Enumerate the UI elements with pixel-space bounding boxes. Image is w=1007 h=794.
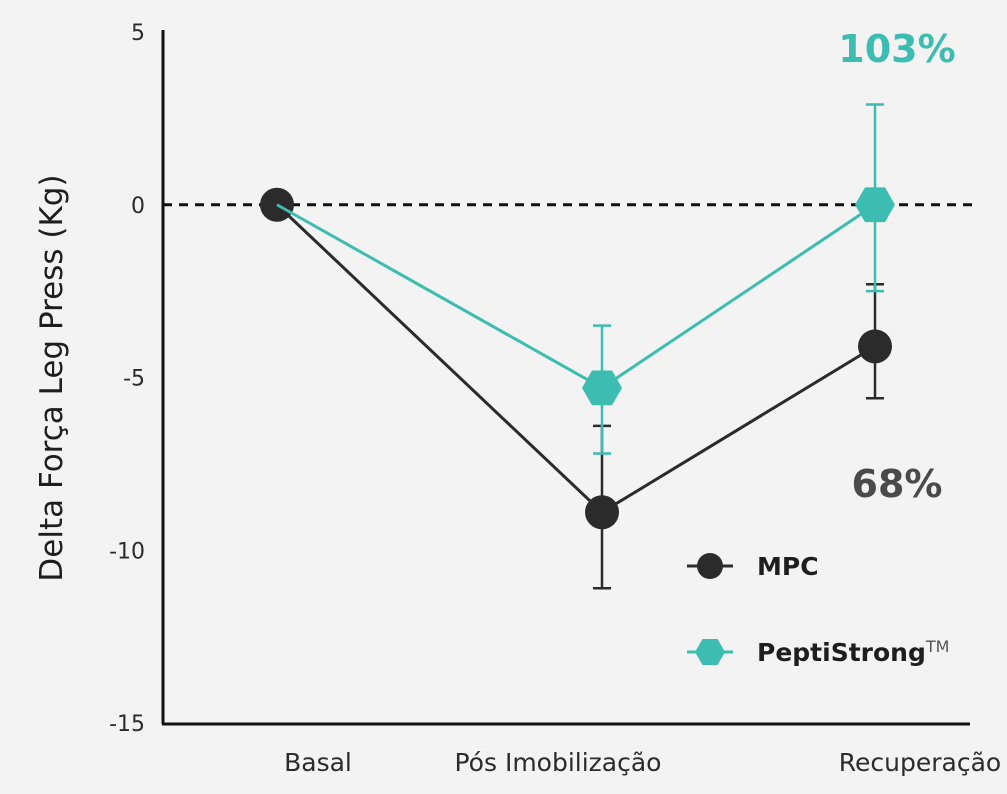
data-point [582,370,622,406]
series-line [276,203,876,390]
y-tick-label: 0 [131,194,145,219]
data-point [585,495,619,530]
series-peptistrong [276,103,895,455]
x-tick-label: Recuperação [839,748,1001,777]
data-point [858,329,892,364]
legend-peptistrong-name: PeptiStrong [757,638,926,667]
y-tick-label: -10 [109,539,145,564]
legend: MPC PeptiStrongTM [687,552,949,667]
legend-peptistrong-label: PeptiStrongTM [757,637,949,667]
annotation-68: 68% [852,462,943,506]
series-line [275,203,876,515]
legend-mpc-marker [697,553,723,579]
data-point [855,187,895,223]
y-tick-label: -5 [123,367,145,392]
x-tick-label: Pós Imobilização [455,748,662,777]
x-tick-label: Basal [284,748,352,777]
y-tick-label: -15 [109,712,145,737]
y-axis-label: Delta Força Leg Press (Kg) [34,174,70,581]
y-tick-label: 5 [131,21,145,46]
axes [161,30,975,726]
annotation-103: 103% [838,27,955,71]
legend-mpc-label: MPC [757,552,819,581]
legend-peptistrong-marker [695,639,725,665]
legend-trademark: TM [925,637,950,656]
